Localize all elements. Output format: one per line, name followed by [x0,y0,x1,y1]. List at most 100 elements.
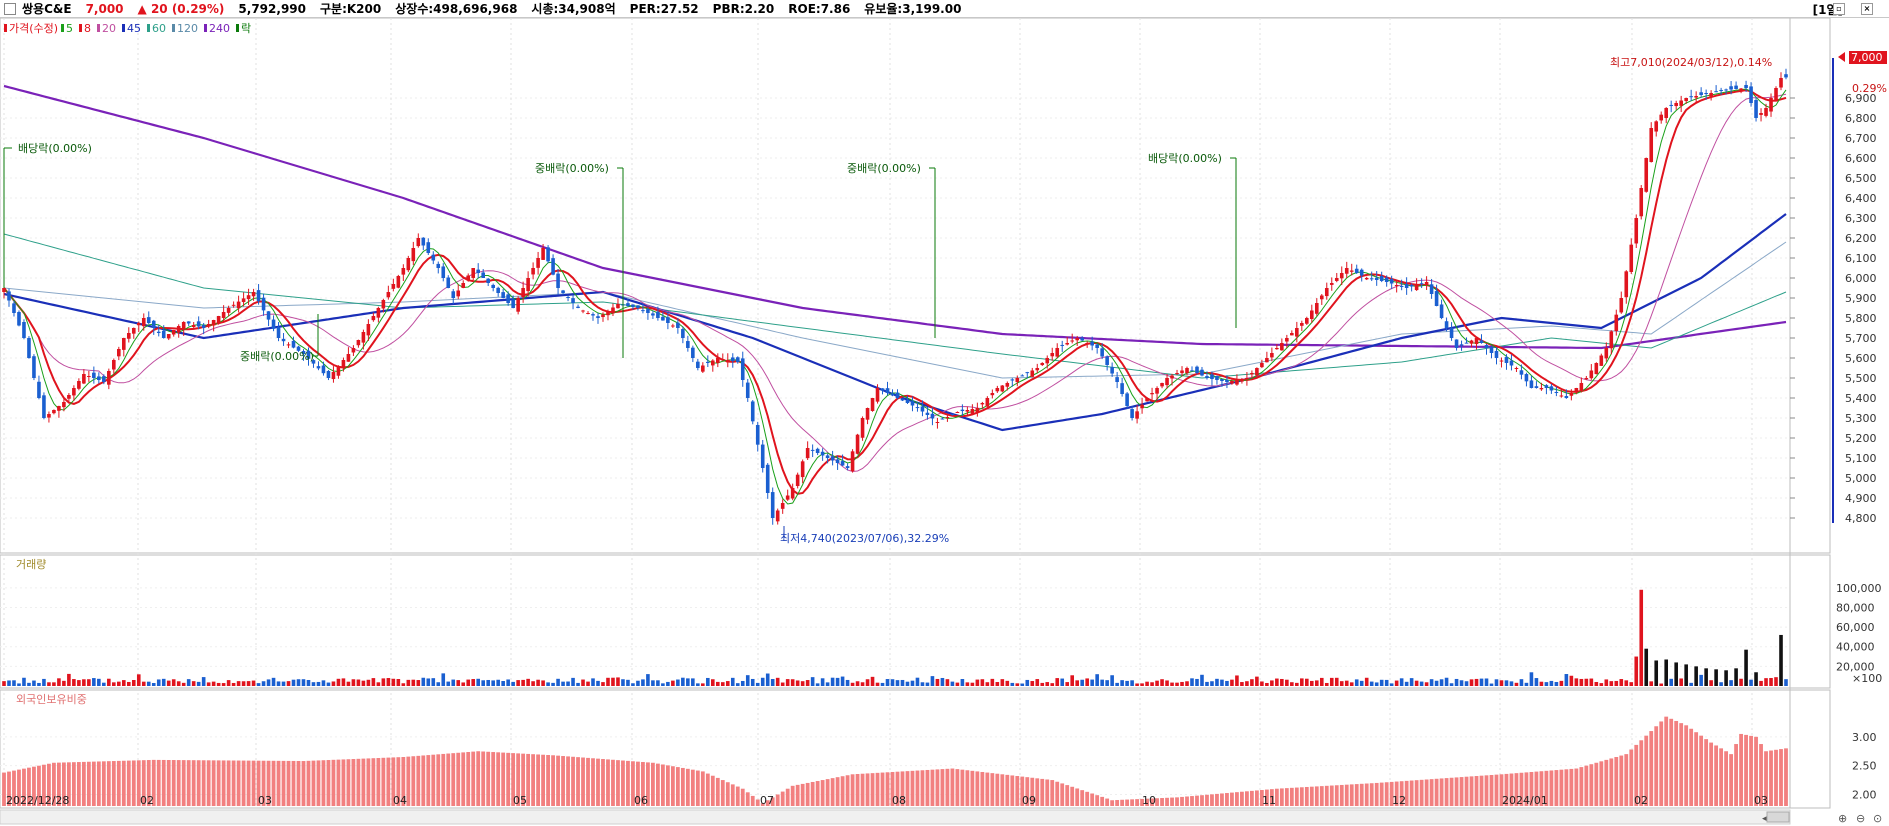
foreign-bar [1509,773,1514,806]
foreign-bar [1614,757,1619,806]
candle-body [226,308,231,313]
volume-bar [770,679,775,686]
volume-bar [1449,683,1454,686]
volume-bar [566,681,570,686]
candle-body [107,371,111,385]
foreign-bar [875,772,880,806]
foreign-bar [421,755,426,806]
foreign-bar [1045,779,1050,806]
foreign-bar [596,758,600,806]
candle-body [316,366,321,369]
foreign-bar [361,758,366,806]
foreign-bar [1115,800,1120,806]
candle-body [730,357,735,361]
horizontal-scrollbar[interactable] [0,809,1791,825]
foreign-bar [1544,770,1549,806]
zoom-in-icon[interactable]: ⊕ [1838,812,1847,825]
volume-bar [77,680,81,686]
foreign-bar [1429,779,1434,806]
volume-bar [985,682,990,686]
foreign-bar [476,751,481,806]
minimize-icon[interactable]: ▫ [1833,3,1845,15]
close-icon[interactable]: × [1861,3,1873,15]
volume-bar [1424,682,1429,686]
candle-body [1155,388,1159,394]
foreign-bar [1195,795,1199,806]
candle-body [1574,388,1579,393]
volume-bar [850,682,855,686]
candle-body [1404,284,1409,288]
foreign-bar [37,765,41,806]
candle-body [686,341,690,348]
candle-body [1110,367,1114,374]
foreign-bar [865,773,870,806]
foreign-bar [191,760,196,806]
foreign-bar [42,764,46,806]
volume-bar [1035,679,1040,686]
volume-bar [895,680,900,686]
candle-body [1265,358,1269,363]
volume-bar [1155,680,1159,686]
volume-bar [1554,681,1559,686]
zoom-reset-icon[interactable]: ⊙ [1873,812,1882,825]
volume-bar [1579,678,1584,686]
foreign-bar [945,768,950,806]
volume-bar [1165,680,1169,686]
foreign-bar [1090,793,1095,806]
foreign-bar [1394,781,1399,806]
foreign-bar [1359,783,1364,806]
foreign-bar [870,773,875,806]
foreign-bar [1020,776,1025,806]
volume-bar [1045,682,1050,686]
last-change-label: 0.29% [1852,82,1887,95]
volume-bar [1240,682,1244,686]
foreign-bar [411,756,416,806]
foreign-bar [1654,726,1659,806]
candle-body [586,313,590,314]
foreign-bar [690,769,695,806]
volume-bar [835,677,840,686]
candle-body [870,398,875,411]
legend-label: 45 [127,22,141,35]
foreign-bar [1040,778,1045,806]
foreign-bar [176,760,181,806]
foreign-bar [1709,742,1714,806]
price-tick-label: 6,700 [1845,132,1877,145]
volume-bar [775,677,780,686]
candle-body [646,309,650,313]
foreign-bar [391,757,396,806]
candle-body [251,292,256,297]
select-checkbox[interactable] [4,2,16,15]
candle-body [905,399,910,403]
zoom-out-icon[interactable]: ⊖ [1856,812,1865,825]
volume-bar [1614,680,1619,686]
scroll-thumb[interactable] [1766,811,1790,823]
candle-body [1539,388,1544,390]
candle-body [166,334,171,339]
volume-bar [1255,676,1259,686]
candle-body [1614,314,1619,332]
date-tick-label: 05 [513,794,527,807]
foreign-title: 외국인보유비중 [16,693,87,706]
volume-bar [536,679,540,686]
candle-body [1489,346,1494,353]
foreign-bar [1055,781,1060,806]
candle-body [52,410,56,414]
candle-body [481,272,485,278]
date-tick-label: 06 [634,794,648,807]
min-price-label: 최저4,740(2023/07/06),32.29% [780,532,949,545]
volume-bar [1185,681,1189,686]
volume-bar [1634,656,1639,686]
scroll-left-icon[interactable]: ◂ [1762,814,1767,824]
foreign-bar [785,788,790,806]
candle-body [511,299,515,308]
volume-bar [760,677,765,686]
volume-bar [725,681,730,686]
candle-body [1115,377,1119,382]
volume-bar [102,682,106,686]
current-price-marker-icon [1838,52,1845,62]
foreign-bar [91,761,96,806]
foreign-bar [1759,744,1763,806]
volume-bar [351,679,356,686]
